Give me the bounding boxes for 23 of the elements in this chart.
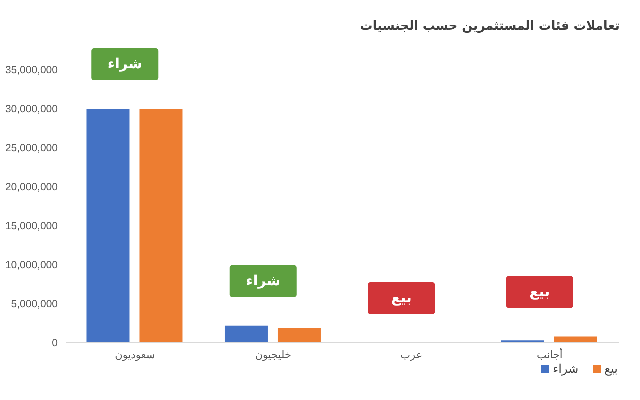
x-tick-label: أجانب bbox=[536, 347, 563, 362]
x-tick-label: خليجيون bbox=[255, 349, 292, 362]
y-tick-label: 15,000,000 bbox=[5, 220, 58, 233]
annotation: بيع bbox=[530, 284, 550, 300]
legend-label: بيع bbox=[604, 362, 618, 376]
chart-title: تعاملات فئات المستثمرين حسب الجنسيات bbox=[360, 18, 620, 33]
x-tick-label: عرب bbox=[400, 349, 423, 362]
x-tick-label: سعوديون bbox=[115, 349, 156, 362]
bar bbox=[140, 109, 183, 343]
bar bbox=[86, 109, 130, 343]
annotation: بيع bbox=[391, 290, 412, 306]
y-tick-label: 35,000,000 bbox=[5, 64, 58, 77]
y-tick-label: 5,000,000 bbox=[11, 298, 58, 311]
legend-label: شراء bbox=[552, 362, 579, 376]
y-tick-label: 20,000,000 bbox=[5, 182, 58, 194]
y-tick-label: 0 bbox=[52, 338, 58, 350]
bar bbox=[278, 328, 321, 343]
annotation: شراء bbox=[108, 56, 142, 72]
bar bbox=[224, 326, 268, 343]
y-tick-label: 30,000,000 bbox=[5, 104, 58, 116]
y-tick-label: 25,000,000 bbox=[5, 142, 58, 155]
y-tick-label: 10,000,000 bbox=[5, 260, 58, 272]
annotation: شراء bbox=[246, 273, 281, 290]
